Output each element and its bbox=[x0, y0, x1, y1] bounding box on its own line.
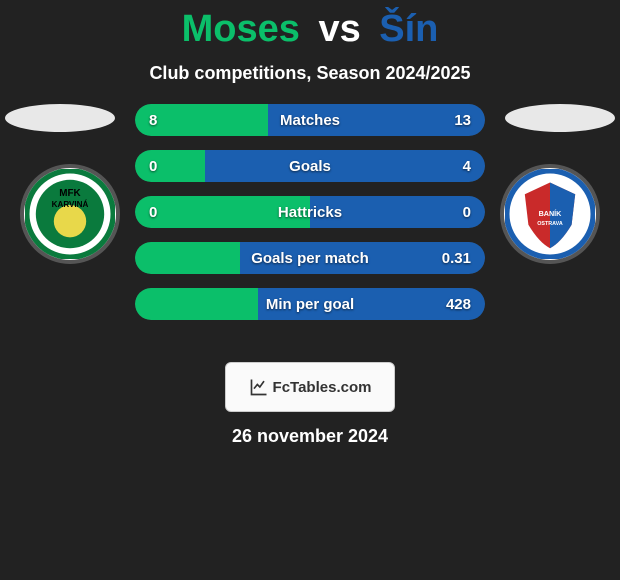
stat-bar: Goals per match0.31 bbox=[135, 242, 485, 274]
watermark-box: FcTables.com bbox=[225, 362, 395, 412]
comparison-title: Moses vs Šín bbox=[0, 0, 620, 51]
stat-label: Goals bbox=[135, 158, 485, 175]
stat-bar: 0Hattricks0 bbox=[135, 196, 485, 228]
stat-bars: 8Matches13 0Goals4 0Hattricks0 Goals per ma… bbox=[135, 104, 485, 334]
stat-bar: 8Matches13 bbox=[135, 104, 485, 136]
club-badge-left: MFK KARVINÁ bbox=[20, 164, 120, 264]
player1-name: Moses bbox=[182, 8, 300, 50]
player2-marker bbox=[505, 104, 615, 132]
comparison-panel: MFK KARVINÁ BANÍK OSTRAVA 8Matches13 0Goa… bbox=[0, 104, 620, 344]
stat-label: Hattricks bbox=[135, 204, 485, 221]
stat-label: Goals per match bbox=[135, 250, 485, 267]
club-badge-right: BANÍK OSTRAVA bbox=[500, 164, 600, 264]
svg-text:OSTRAVA: OSTRAVA bbox=[537, 221, 563, 227]
player2-name: Šín bbox=[379, 8, 438, 50]
svg-text:KARVINÁ: KARVINÁ bbox=[52, 200, 89, 209]
svg-text:BANÍK: BANÍK bbox=[539, 209, 563, 218]
date-text: 26 november 2024 bbox=[0, 426, 620, 447]
stat-label: Matches bbox=[135, 112, 485, 129]
player1-marker bbox=[5, 104, 115, 132]
subtitle: Club competitions, Season 2024/2025 bbox=[0, 63, 620, 84]
stat-bar: Min per goal428 bbox=[135, 288, 485, 320]
vs-text: vs bbox=[318, 8, 360, 50]
stat-label: Min per goal bbox=[135, 296, 485, 313]
svg-text:MFK: MFK bbox=[59, 188, 81, 199]
stat-bar: 0Goals4 bbox=[135, 150, 485, 182]
chart-icon bbox=[249, 377, 269, 397]
watermark-text: FcTables.com bbox=[273, 379, 372, 396]
